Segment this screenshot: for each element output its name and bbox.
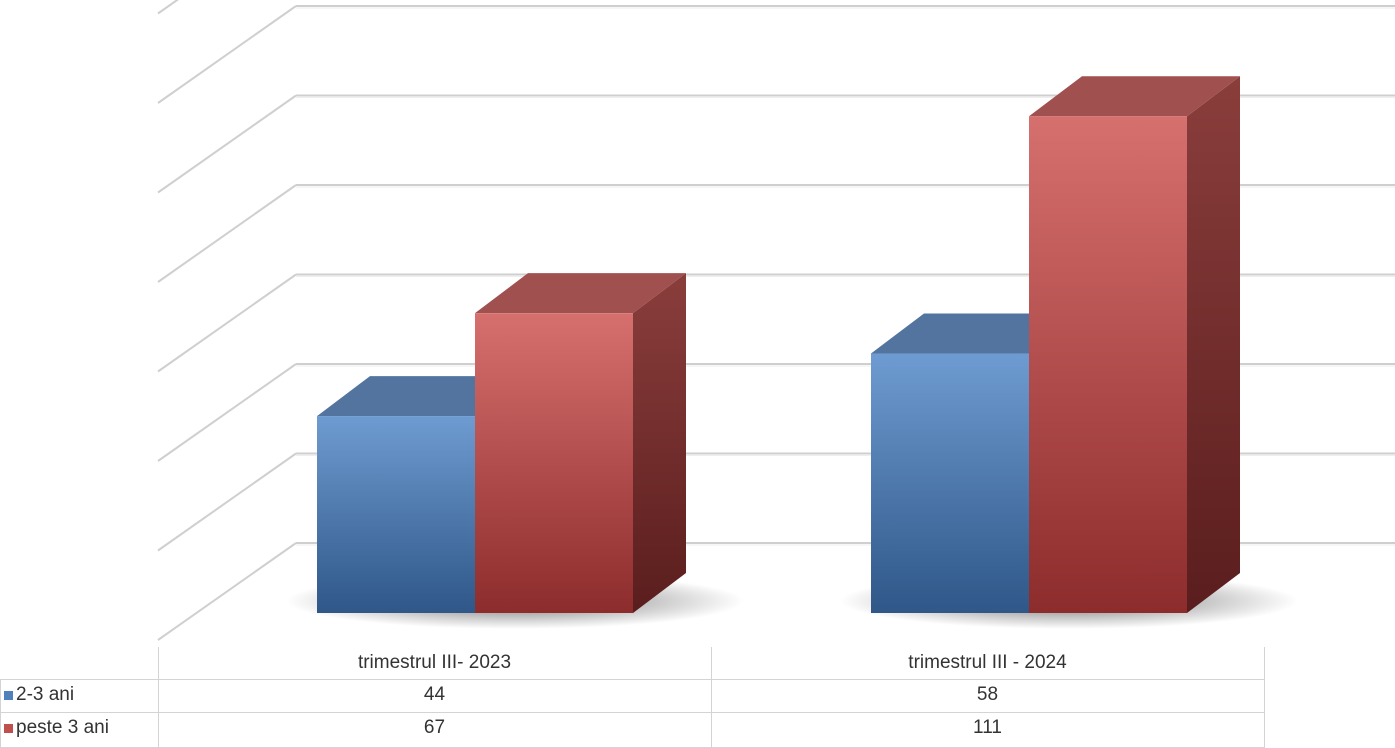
gridline-side xyxy=(157,452,297,552)
bar xyxy=(871,353,1029,613)
gridline-side xyxy=(157,273,297,373)
gridline-side xyxy=(157,184,297,283)
bar xyxy=(475,313,633,613)
gridline-side xyxy=(157,363,297,462)
bar-red-0 xyxy=(475,273,686,613)
gridline-side xyxy=(157,0,179,15)
bar xyxy=(317,416,475,613)
gridline-side xyxy=(157,542,297,641)
bar-top xyxy=(475,273,686,314)
bar-side xyxy=(633,273,686,613)
gridline-side xyxy=(157,94,297,194)
bar-red-1 xyxy=(1029,76,1240,614)
bar-top xyxy=(1029,76,1240,117)
bar-side xyxy=(1187,76,1240,613)
bar xyxy=(1029,116,1187,614)
gridline-side xyxy=(157,5,297,104)
bars xyxy=(285,76,1299,629)
